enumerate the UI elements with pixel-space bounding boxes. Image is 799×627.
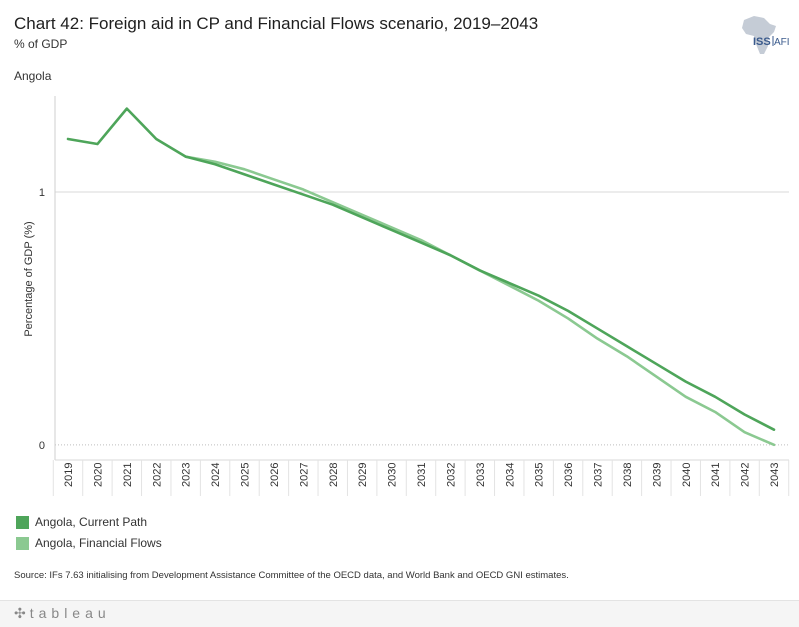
x-tick-label: 2037 [593,463,605,487]
x-tick-label: 2034 [504,463,516,487]
legend-label-financial-flows: Angola, Financial Flows [35,536,162,550]
x-tick-label: 2024 [210,463,222,487]
x-tick-label: 2038 [622,463,634,487]
chart-title: Chart 42: Foreign aid in CP and Financia… [14,14,539,33]
tableau-plus-icon: ✣ [14,605,26,621]
x-tick-label: 2040 [681,463,693,487]
x-tick-label: 2041 [710,463,722,487]
tableau-footer: ✣ tableau [0,600,799,627]
x-tick-label: 2026 [269,463,281,487]
x-tick-label: 2023 [181,463,193,487]
tableau-logo[interactable]: ✣ tableau [14,605,111,622]
svg-text:ISS: ISS [753,36,771,48]
y-axis-label: Percentage of GDP (%) [23,221,35,336]
x-tick-label: 2028 [328,463,340,487]
x-tick-label: 2032 [445,463,457,487]
x-tick-label: 2036 [563,463,575,487]
legend-item-current-path[interactable]: Angola, Current Path [16,512,162,532]
legend: Angola, Current Path Angola, Financial F… [16,512,162,554]
x-tick-label: 2035 [534,463,546,487]
x-tick-label: 2025 [240,463,252,487]
x-tick-label: 2022 [151,463,163,487]
country-label: Angola [14,69,52,83]
iss-afi-logo-icon: ISS AFI [742,16,790,54]
x-tick-label: 2027 [298,463,310,487]
x-tick-label: 2030 [387,463,399,487]
legend-item-financial-flows[interactable]: Angola, Financial Flows [16,533,162,553]
x-tick-label: 2033 [475,463,487,487]
tableau-brand: tableau [29,605,111,621]
legend-swatch-financial-flows [16,536,29,550]
x-tick-label: 2021 [122,463,134,487]
x-tick-label: 2042 [740,463,752,487]
source-note: Source: IFs 7.63 initialising from Devel… [14,570,569,581]
y-tick-label: 0 [39,440,45,452]
series-line-current-path [66,107,776,431]
x-tick-label: 2039 [651,463,663,487]
svg-text:AFI: AFI [774,37,790,48]
line-chart: 0 1 2019 2020 2021 2022 2023 2024 2025 2026 2027 20… [23,96,790,496]
series-line-financial-flows [184,155,776,447]
chart-subtitle: % of GDP [14,37,68,51]
x-tick-label: 2020 [92,463,104,487]
x-tick-label: 2031 [416,463,428,487]
legend-swatch-current-path [16,515,29,529]
x-tick-label: 2029 [357,463,369,487]
y-tick-label: 1 [39,187,45,199]
legend-label-current-path: Angola, Current Path [35,515,148,529]
x-tick-label: 2043 [769,463,781,487]
x-tick-label: 2019 [63,463,75,487]
